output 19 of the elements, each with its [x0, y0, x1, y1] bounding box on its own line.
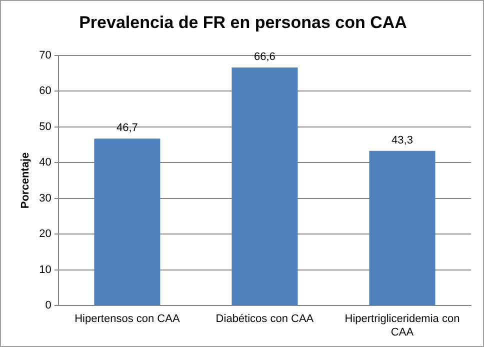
- y-tick-label: 30: [39, 192, 52, 204]
- y-tick-label: 60: [39, 85, 52, 98]
- x-tick-label: Diabéticos con CAA: [216, 313, 314, 326]
- bar: [232, 68, 298, 306]
- bar: [369, 150, 436, 306]
- y-tick-label: 10: [39, 264, 52, 276]
- y-tick-label: 40: [39, 156, 52, 169]
- y-axis-title: Porcentaje: [20, 152, 32, 209]
- bar: [94, 138, 160, 306]
- data-label: 66,6: [254, 51, 276, 64]
- data-label: 46,7: [116, 122, 138, 134]
- y-tick-label: 50: [39, 120, 52, 133]
- y-tick-label: 20: [39, 228, 52, 240]
- data-label: 43,3: [392, 134, 413, 146]
- x-tick-label: Hipertrigliceridemia con CAA: [344, 313, 460, 338]
- y-tick-label: 0: [45, 300, 52, 312]
- chart-title: Prevalencia de FR en personas con CAA: [79, 12, 407, 32]
- y-tick-label: 70: [39, 49, 52, 62]
- x-tick-label: Hipertensos con CAA: [74, 313, 180, 326]
